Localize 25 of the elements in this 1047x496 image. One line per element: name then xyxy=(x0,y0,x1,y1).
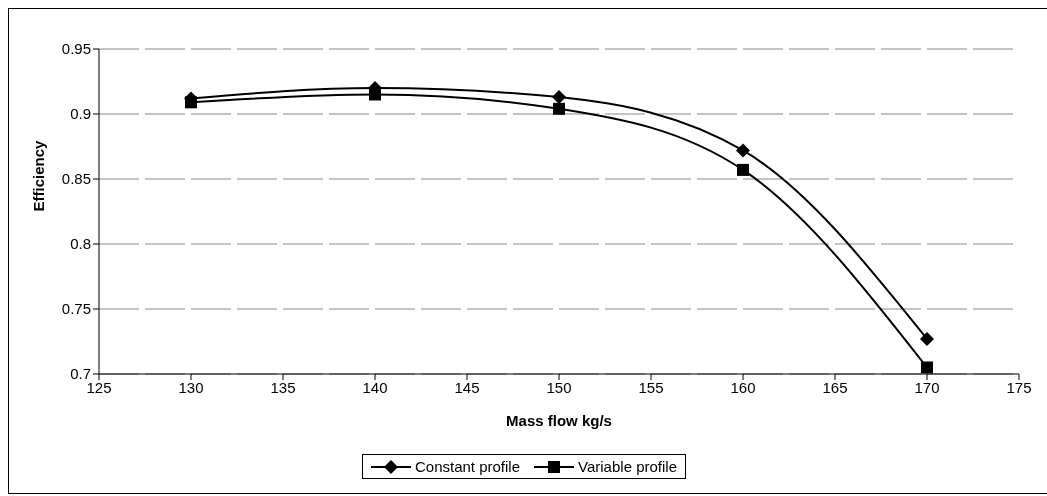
y-tick-label: 0.9 xyxy=(70,105,91,123)
y-tick-label: 0.85 xyxy=(61,170,91,188)
x-tick-label: 135 xyxy=(270,378,296,396)
legend-label: Variable profile xyxy=(577,458,677,475)
y-tick-label: 0.95 xyxy=(61,40,91,58)
y-tick-label: 0.8 xyxy=(70,235,91,253)
legend-label: Constant profile xyxy=(414,458,521,475)
x-tick-label: 145 xyxy=(454,378,480,396)
point xyxy=(553,102,565,115)
x-tick-label: 140 xyxy=(362,378,388,396)
x-tick-label: 160 xyxy=(730,378,756,396)
point xyxy=(921,361,933,374)
x-tick-label: 130 xyxy=(178,378,204,396)
y-tick-label: 0.75 xyxy=(61,300,91,318)
x-tick-label: 175 xyxy=(1006,378,1032,396)
y-axis-title: Efficiency xyxy=(30,139,48,212)
x-tick-label: 165 xyxy=(822,378,848,396)
point xyxy=(920,331,934,346)
x-tick-label: 170 xyxy=(914,378,940,396)
x-tick-label: 150 xyxy=(546,378,572,396)
x-axis-title: Mass flow kg/s xyxy=(506,412,612,429)
x-tick-label: 155 xyxy=(638,378,664,396)
point xyxy=(552,90,566,105)
point xyxy=(736,143,750,158)
point xyxy=(737,163,749,176)
